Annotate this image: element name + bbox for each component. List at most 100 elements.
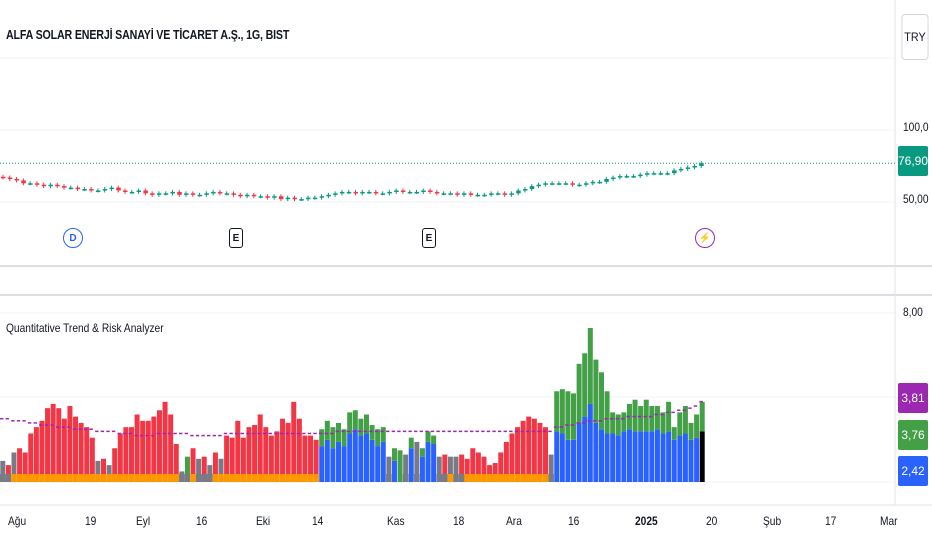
time-tick: Ara — [506, 514, 522, 528]
signal-strip — [156, 474, 163, 482]
indicator-bar-green — [431, 435, 437, 445]
signal-strip — [274, 474, 280, 482]
signal-strip — [134, 474, 140, 482]
indicator-bar — [67, 406, 73, 482]
earnings-event-icon[interactable]: E — [229, 228, 243, 248]
candle — [428, 190, 433, 192]
candle — [448, 193, 453, 195]
indicator-bar-green — [598, 372, 604, 430]
indicator-bar-green — [610, 412, 616, 434]
signal-strip — [111, 474, 118, 482]
indicator-bar-green — [654, 406, 660, 430]
indicator-bar — [554, 431, 560, 482]
split-event-icon[interactable]: ⚡ — [695, 228, 715, 248]
indicator-bar — [61, 418, 67, 482]
candle — [224, 193, 230, 195]
indicator-bar — [56, 408, 62, 482]
threshold-line — [0, 400, 703, 437]
candle — [387, 191, 392, 194]
candle — [116, 187, 121, 191]
signal-strip — [296, 474, 303, 482]
indicator-bar — [95, 460, 101, 482]
signal-strip — [27, 474, 34, 482]
indicator-bar — [123, 427, 129, 482]
indicator-bar-green — [408, 437, 414, 449]
indicator-title[interactable]: Quantitative Trend & Risk Analyzer — [6, 321, 164, 335]
indicator-bar — [201, 456, 207, 482]
indicator-bar — [576, 422, 582, 482]
candle — [407, 191, 413, 194]
signal-strip — [145, 474, 152, 482]
signal-strip — [207, 474, 213, 482]
signal-strip — [195, 474, 202, 482]
indicator-bar-green — [369, 425, 375, 440]
indicator-bar-green — [559, 389, 565, 434]
candle — [421, 190, 426, 192]
signal-strip — [22, 474, 28, 482]
indicator-series — [0, 327, 705, 482]
time-tick: Şub — [763, 514, 782, 528]
indicator-bar-green — [576, 363, 582, 423]
candle — [550, 183, 555, 185]
candle — [516, 190, 521, 194]
dividend-event-icon[interactable]: D — [63, 228, 83, 248]
candle — [373, 191, 379, 194]
candle — [231, 193, 236, 195]
candle — [678, 168, 684, 171]
candle — [55, 184, 60, 187]
indicator-bar — [229, 437, 235, 482]
candle — [82, 189, 87, 191]
candle — [468, 193, 474, 195]
signal-strip — [78, 474, 84, 482]
indicator-bar — [548, 454, 554, 482]
candle — [251, 194, 257, 197]
indicator-bar — [481, 456, 487, 482]
candle — [292, 197, 297, 200]
earnings-event-icon[interactable]: E — [422, 228, 436, 248]
indicator-bar — [235, 420, 241, 482]
indicator-axis-top: 8,00 — [903, 305, 923, 319]
signal-strip — [492, 474, 498, 482]
indicator-bar — [682, 433, 688, 482]
signal-strip — [89, 474, 96, 482]
indicator-bar — [654, 429, 660, 482]
candle — [441, 193, 447, 195]
indicator-bar — [391, 460, 397, 482]
candle — [48, 184, 53, 187]
signal-strip — [246, 474, 252, 482]
indicator-bar — [117, 433, 123, 482]
candle — [123, 190, 128, 192]
signal-strip — [475, 474, 482, 482]
indicator-bar — [643, 431, 649, 482]
candle — [170, 191, 175, 194]
signal-strip — [44, 474, 51, 482]
indicator-bar-green — [336, 422, 342, 442]
candle — [536, 184, 542, 187]
candle — [156, 193, 162, 195]
signal-strip — [229, 474, 235, 482]
candle — [692, 166, 697, 168]
indicator-bar-green — [694, 414, 700, 438]
signal-strip — [223, 474, 230, 482]
currency-button[interactable]: TRY — [901, 14, 929, 60]
indicator-bar — [257, 414, 263, 482]
candle — [211, 191, 216, 194]
indicator-bar-green — [643, 399, 649, 432]
candle — [489, 193, 494, 195]
indicator-bar — [39, 420, 45, 482]
indicator-bar — [598, 429, 604, 482]
candle — [556, 183, 562, 185]
signal-strip — [201, 474, 208, 482]
candle — [68, 187, 74, 190]
signal-strip — [190, 474, 196, 482]
indicator-bar — [240, 437, 246, 482]
signal-strip — [279, 474, 286, 482]
signal-strip — [414, 474, 420, 482]
indicator-bar — [296, 418, 302, 482]
indicator-bar — [319, 446, 325, 482]
signal-strip — [240, 474, 247, 482]
indicator-bar — [5, 465, 11, 482]
signal-strip — [95, 474, 101, 482]
indicator-bar — [419, 456, 425, 482]
